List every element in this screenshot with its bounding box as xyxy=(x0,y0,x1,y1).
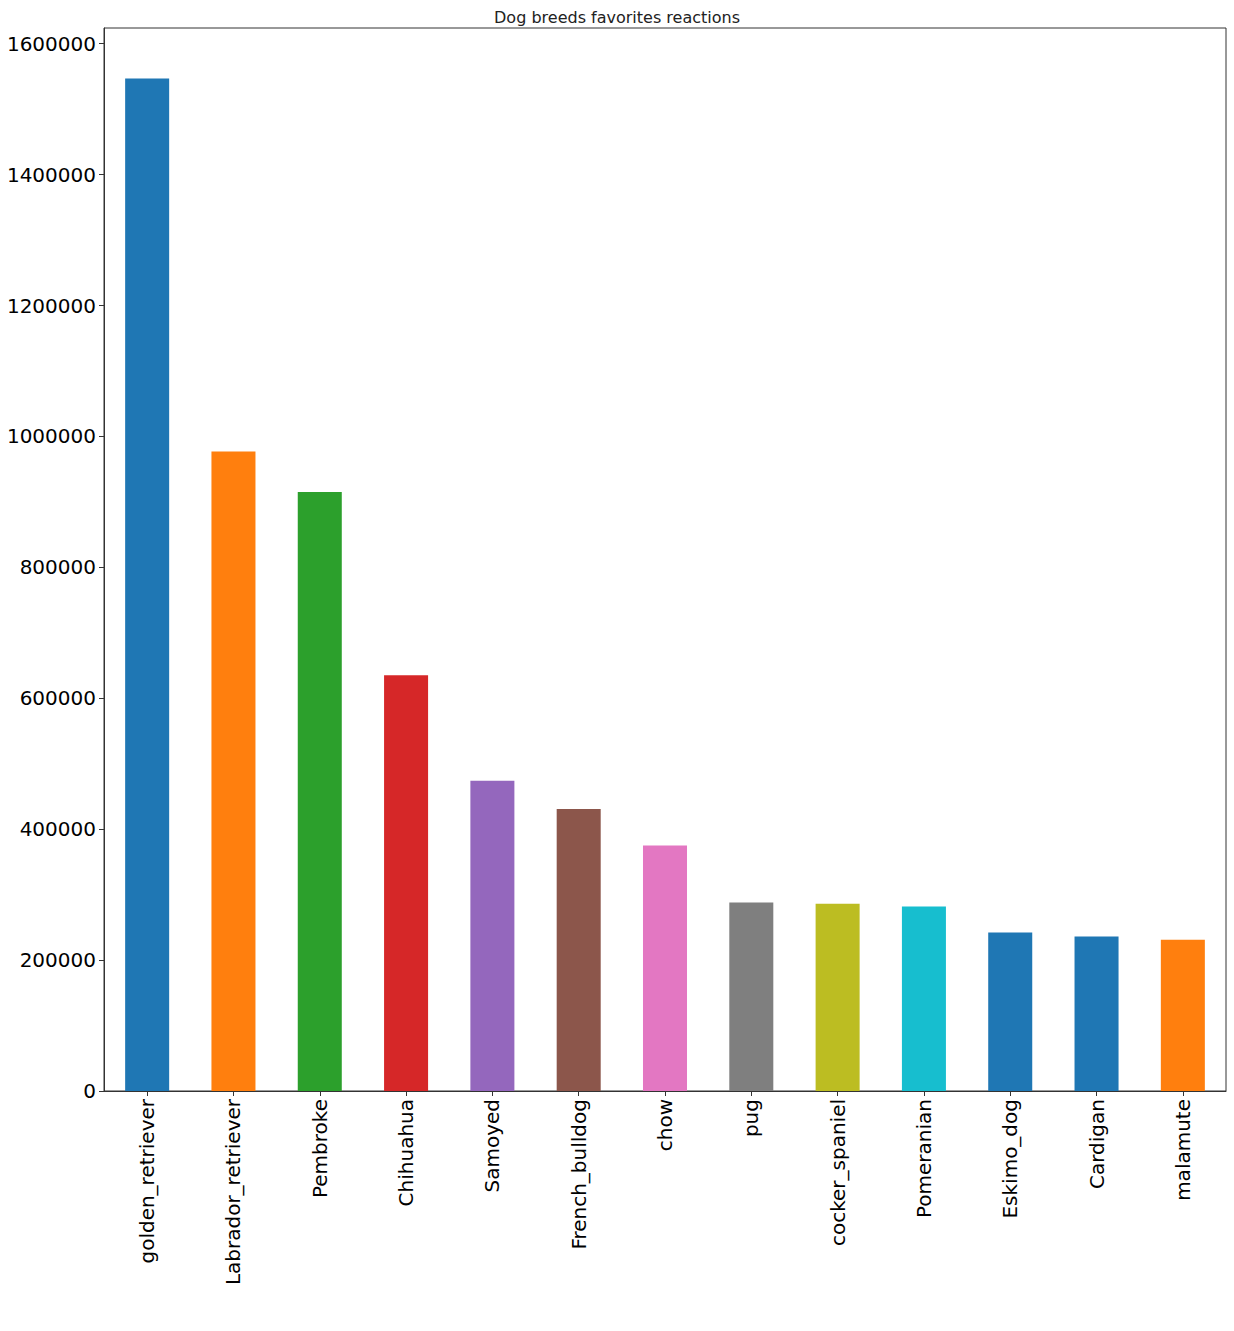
svg-text:Chihuahua: Chihuahua xyxy=(394,1099,418,1206)
svg-text:chow: chow xyxy=(653,1099,677,1151)
svg-text:pug: pug xyxy=(739,1099,763,1137)
svg-text:200000: 200000 xyxy=(20,948,96,972)
svg-text:800000: 800000 xyxy=(20,555,96,579)
svg-text:French_bulldog: French_bulldog xyxy=(567,1099,591,1250)
svg-text:malamute: malamute xyxy=(1171,1099,1195,1201)
svg-text:Samoyed: Samoyed xyxy=(480,1099,504,1193)
svg-text:Dog breeds favorites reactions: Dog breeds favorites reactions xyxy=(494,8,740,27)
svg-text:Pomeranian: Pomeranian xyxy=(912,1099,936,1218)
svg-text:golden_retriever: golden_retriever xyxy=(135,1098,159,1263)
svg-text:1600000: 1600000 xyxy=(7,32,96,56)
svg-text:600000: 600000 xyxy=(20,686,96,710)
svg-text:1200000: 1200000 xyxy=(7,294,96,318)
svg-text:Eskimo_dog: Eskimo_dog xyxy=(998,1099,1022,1219)
svg-text:1000000: 1000000 xyxy=(7,424,96,448)
svg-text:400000: 400000 xyxy=(20,817,96,841)
svg-text:0: 0 xyxy=(83,1079,96,1103)
svg-text:Labrador_retriever: Labrador_retriever xyxy=(221,1098,245,1285)
svg-text:Cardigan: Cardigan xyxy=(1085,1099,1109,1189)
svg-text:Pembroke: Pembroke xyxy=(308,1099,332,1198)
svg-text:1400000: 1400000 xyxy=(7,163,96,187)
svg-text:cocker_spaniel: cocker_spaniel xyxy=(826,1099,850,1246)
